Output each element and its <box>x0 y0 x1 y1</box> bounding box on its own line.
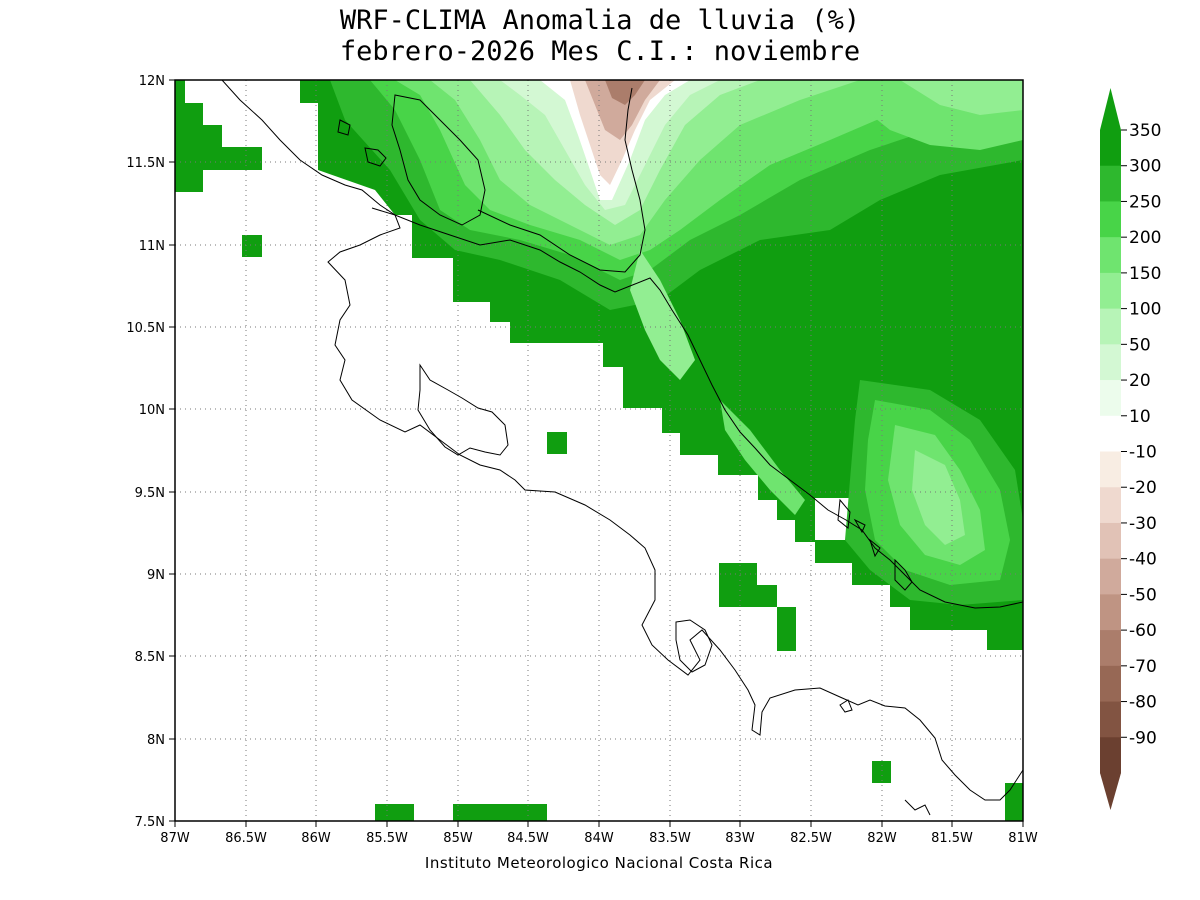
axis-ticks <box>169 79 1024 827</box>
colorbar-label: 50 <box>1129 335 1151 355</box>
colorbar-label: 150 <box>1129 264 1161 284</box>
colorbar-label: 20 <box>1129 371 1151 391</box>
lon-tick-label: 82W <box>867 831 897 846</box>
lat-tick-label: 10.5N <box>126 321 165 336</box>
lat-tick-label: 9N <box>147 568 165 583</box>
colorbar-swatch <box>1100 344 1121 381</box>
lon-tick-label: 81.5W <box>931 831 973 846</box>
lon-tick-label: 84W <box>584 831 614 846</box>
colorbar-label: -40 <box>1129 550 1157 570</box>
colorbar-label: -80 <box>1129 693 1157 713</box>
nicoya-peninsula <box>417 363 509 456</box>
colorbar-label: -90 <box>1129 728 1157 748</box>
bocas-islands <box>837 498 881 558</box>
lon-tick-label: 83.5W <box>649 831 691 846</box>
colorbar-label: -50 <box>1129 585 1157 605</box>
lon-tick-label: 86W <box>301 831 331 846</box>
anomaly-cell <box>242 235 262 257</box>
anomaly-cell <box>453 804 547 821</box>
lon-tick-label: 81W <box>1008 831 1038 846</box>
colorbar-label: -20 <box>1129 478 1157 498</box>
colorbar-swatch <box>1100 701 1121 738</box>
colorbar-label: 10 <box>1129 407 1151 427</box>
colorbar-swatch <box>1100 165 1121 202</box>
colorbar-swatch <box>1100 272 1121 310</box>
colorbar-label: 300 <box>1129 157 1161 177</box>
anomaly-cell-west <box>175 80 262 192</box>
anomaly-cell <box>719 563 777 607</box>
lat-tick-label: 9.5N <box>135 486 165 501</box>
colorbar-swatch <box>1100 737 1121 774</box>
lon-tick-label: 84.5W <box>507 831 549 846</box>
anomaly-region-neg40 <box>585 80 660 140</box>
lat-tick-label: 10N <box>139 403 165 418</box>
lake-nicaragua <box>391 94 486 226</box>
colorbar-swatch <box>1100 522 1121 560</box>
colorbar-swatch <box>1100 594 1121 631</box>
anomaly-region-se-150 <box>912 450 965 545</box>
panama-coast-south <box>904 799 931 816</box>
small-island <box>364 147 387 167</box>
colorbar-label: 250 <box>1129 192 1161 212</box>
map-subtitle: febrero-2026 Mes C.I.: noviembre <box>339 36 861 67</box>
colorbar-label: 200 <box>1129 228 1161 248</box>
colorbar-swatch <box>1100 630 1121 667</box>
colorbar-swatch <box>1100 380 1121 417</box>
anomaly-region-ne-150 <box>900 80 1023 115</box>
colorbar-arrow-top <box>1100 88 1121 130</box>
small-island-panama <box>839 699 853 713</box>
lat-tick-label: 7.5N <box>135 815 165 830</box>
lon-tick-label: 85.5W <box>366 831 408 846</box>
lat-tick-label: 8.5N <box>135 650 165 665</box>
anomaly-streak <box>720 400 805 515</box>
lat-tick-label: 8N <box>147 733 165 748</box>
colorbar-swatch <box>1100 415 1121 452</box>
lon-tick-label: 86.5W <box>225 831 267 846</box>
colorbar-swatch <box>1100 201 1121 238</box>
osa-peninsula <box>675 619 713 673</box>
colorbar: 350 300 250 200 150 100 50 20 10 -10 -20 -30 -40 -50 -… <box>1100 88 1161 810</box>
lat-tick-label: 11N <box>139 239 165 254</box>
coastlines <box>221 80 1023 816</box>
pacific-coast <box>221 80 1023 801</box>
colorbar-label: 350 <box>1129 121 1161 141</box>
lon-labels: 87W 86.5W 86W 85.5W 85W 84.5W 84W 83.5W … <box>160 831 1038 846</box>
lat-tick-label: 12N <box>139 74 165 89</box>
colorbar-swatch <box>1100 487 1121 524</box>
lat-labels: 12N 11.5N 11N 10.5N 10N 9.5N 9N 8.5N 8N … <box>126 74 165 830</box>
grid <box>175 80 1023 821</box>
anomaly-cell <box>777 607 796 651</box>
anomaly-cell <box>547 432 567 454</box>
colorbar-swatch <box>1100 451 1121 488</box>
colorbar-label: -30 <box>1129 514 1157 534</box>
lon-tick-label: 85W <box>443 831 473 846</box>
lon-tick-label: 83W <box>725 831 755 846</box>
colorbar-label: -70 <box>1129 657 1157 677</box>
anomaly-region-neg60 <box>605 80 645 105</box>
lon-tick-label: 87W <box>160 831 190 846</box>
colorbar-label: -60 <box>1129 621 1157 641</box>
rio-san-juan <box>477 87 646 273</box>
credit-line: Instituto Meteorologico Nacional Costa R… <box>424 854 774 872</box>
colorbar-arrow-bottom <box>1100 773 1121 810</box>
colorbar-label: -10 <box>1129 443 1157 463</box>
colorbar-swatch <box>1100 308 1121 345</box>
lon-tick-label: 82.5W <box>790 831 832 846</box>
map-title: WRF-CLIMA Anomalia de lluvia (%) <box>339 5 861 36</box>
colorbar-label: 100 <box>1129 300 1161 320</box>
lat-tick-label: 11.5N <box>126 156 165 171</box>
colorbar-swatch <box>1100 665 1121 703</box>
anomaly-field <box>175 80 1023 821</box>
colorbar-swatch <box>1100 558 1121 595</box>
anomaly-cell <box>375 804 414 821</box>
colorbar-swatch <box>1100 237 1121 274</box>
lake-managua <box>337 119 351 136</box>
colorbar-swatch <box>1100 130 1121 167</box>
anomaly-streak <box>630 250 695 380</box>
anomaly-cell <box>872 761 891 783</box>
chiriqui-lagoon <box>894 558 913 591</box>
anomaly-cell <box>1005 783 1023 821</box>
